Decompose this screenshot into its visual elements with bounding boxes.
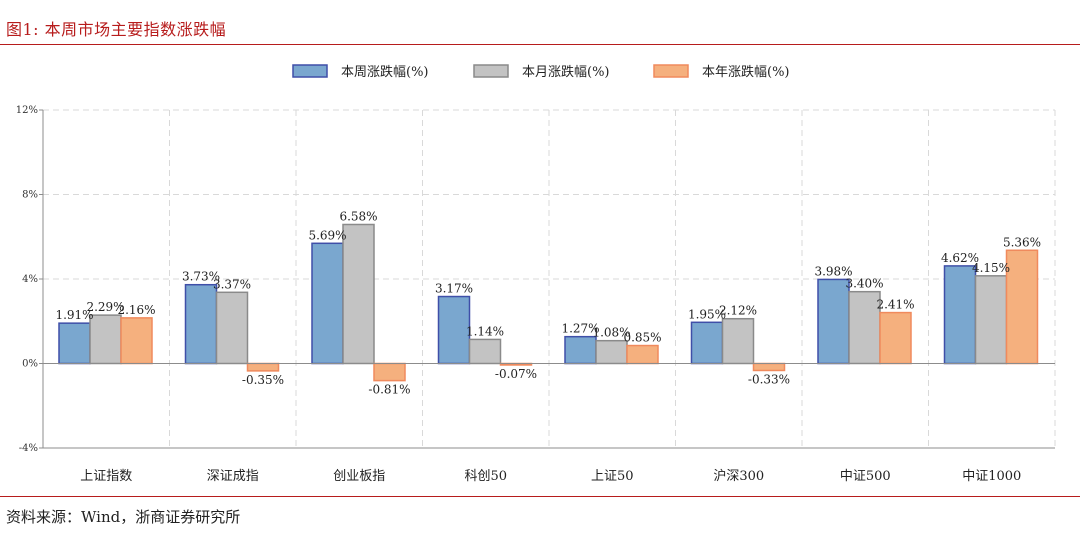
- data-label: 5.69%: [308, 228, 346, 242]
- bar-1: [58, 322, 91, 365]
- x-tick-label: 沪深300: [713, 468, 764, 484]
- legend-label: 本年涨跌幅(%): [702, 64, 790, 80]
- data-label: 2.41%: [876, 298, 914, 312]
- legend-swatch: [292, 64, 328, 78]
- source-rule: [0, 496, 1080, 497]
- data-label: 2.16%: [117, 303, 155, 317]
- y-tick-label: 8%: [22, 190, 38, 201]
- y-tick-label: -4%: [19, 443, 38, 454]
- bar-1: [690, 321, 724, 365]
- bar-1: [437, 295, 471, 365]
- bar-3: [246, 362, 280, 372]
- y-tick-label: 4%: [22, 274, 38, 285]
- data-label: 3.73%: [182, 270, 220, 284]
- x-tick-label: 创业板指: [333, 469, 385, 484]
- data-label: -0.81%: [368, 383, 410, 397]
- data-label: 1.14%: [466, 324, 504, 338]
- data-label: 1.95%: [688, 307, 726, 321]
- bar-chart: -4% 0% 4% 8% 12% 1.91%2.29%2.16% 3.73%3.37% -0.…: [16, 64, 1056, 484]
- bar-2: [342, 223, 375, 365]
- bar-2: [974, 275, 1008, 365]
- bar-3: [879, 311, 912, 365]
- legend-swatch: [473, 64, 509, 78]
- source-note: 资料来源：Wind，浙商证券研究所: [6, 508, 241, 526]
- bar-3: [120, 317, 153, 365]
- bar-1: [943, 265, 977, 365]
- legend-swatch: [653, 64, 689, 78]
- data-label: 0.85%: [623, 331, 661, 345]
- bar-1: [817, 278, 850, 365]
- data-label: 1.91%: [55, 308, 93, 322]
- data-label: 2.12%: [719, 304, 757, 318]
- data-label: -0.07%: [495, 367, 537, 381]
- x-tick-label: 中证500: [840, 469, 891, 484]
- data-label: 3.17%: [435, 282, 473, 296]
- y-tick-label: 12%: [16, 105, 38, 116]
- x-tick-label: 中证1000: [962, 469, 1021, 484]
- data-label: 1.08%: [592, 326, 630, 340]
- x-tick-label: 上证指数: [80, 469, 132, 484]
- bar-2: [89, 314, 122, 365]
- figure-title: 图1: 本周市场主要指数涨跌幅: [6, 20, 227, 39]
- bar-3: [626, 344, 659, 365]
- data-label: 4.62%: [941, 251, 979, 265]
- x-tick-label: 科创50: [464, 469, 507, 484]
- y-tick-label: 0%: [22, 359, 38, 370]
- bar-2: [215, 291, 249, 365]
- bar-3: [373, 362, 406, 382]
- bar-2: [848, 290, 881, 365]
- legend-label: 本周涨跌幅(%): [341, 64, 429, 80]
- x-tick-label: 上证50: [591, 469, 634, 484]
- data-label: 4.15%: [972, 261, 1010, 275]
- data-label: 1.27%: [561, 322, 599, 336]
- bar-2: [595, 339, 628, 365]
- data-label: 2.29%: [86, 300, 124, 314]
- bar-1: [184, 283, 218, 365]
- bar-3: [1005, 249, 1039, 365]
- bar-2: [468, 338, 502, 365]
- bar-2: [721, 317, 755, 365]
- data-label: 3.40%: [845, 277, 883, 291]
- data-label: 6.58%: [339, 209, 377, 223]
- data-label: -0.33%: [748, 372, 790, 386]
- x-tick-label: 深证成指: [207, 469, 259, 484]
- bar-1: [564, 335, 597, 365]
- data-label: 3.37%: [213, 277, 251, 291]
- title-rule: [0, 44, 1080, 45]
- bar-3: [752, 362, 786, 372]
- data-label: 5.36%: [1003, 235, 1041, 249]
- legend-label: 本月涨跌幅(%): [522, 64, 610, 80]
- bar-1: [311, 242, 344, 365]
- data-label: 3.98%: [814, 264, 852, 278]
- data-label: -0.35%: [242, 373, 284, 387]
